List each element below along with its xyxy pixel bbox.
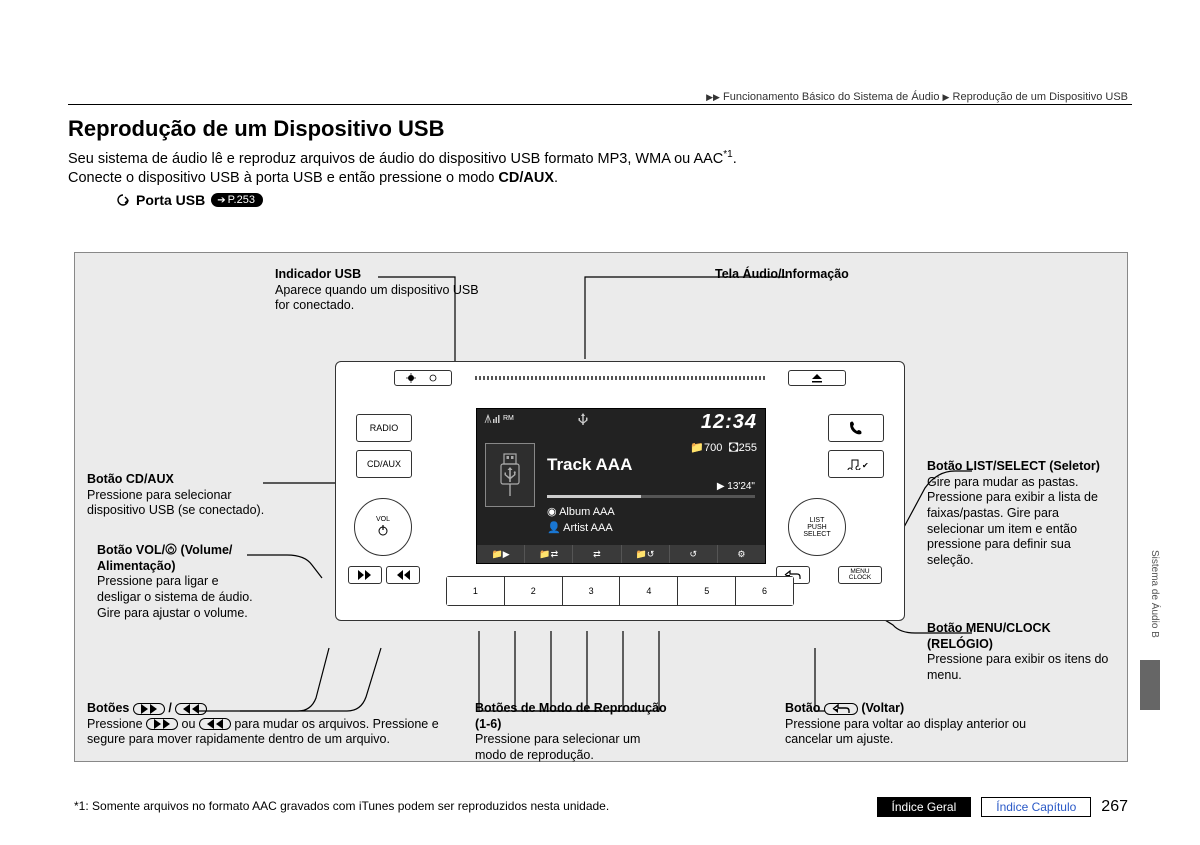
eject-icon — [811, 373, 823, 383]
porta-usb-ref: Porta USB P.253 — [116, 192, 263, 208]
signal-indicator: RM — [483, 413, 514, 423]
callout-skip: Botões / Pressione ou para mudar os arqu… — [87, 701, 447, 748]
track-title: Track AAA — [547, 455, 757, 475]
note-icon: ✔ — [844, 458, 868, 470]
indice-capitulo-link[interactable]: Índice Capítulo — [981, 797, 1091, 817]
brightness-icon — [403, 373, 443, 383]
footnote: *1: Somente arquivos no formato AAC grav… — [74, 799, 609, 813]
prev-button[interactable] — [348, 566, 382, 584]
radio-unit: RADIO CD/AUX ✔ VOL LISTPUSHSELECT MENUCL… — [335, 361, 905, 621]
preset-6[interactable]: 6 — [736, 577, 793, 605]
link-arrow-icon — [116, 193, 130, 207]
power-icon — [165, 543, 177, 555]
power-icon — [376, 523, 390, 537]
usb-icon — [577, 412, 589, 426]
phone-button[interactable] — [828, 414, 884, 442]
intro-text: Seu sistema de áudio lê e reproduz arqui… — [68, 148, 1128, 189]
prev-track-icon — [138, 704, 160, 714]
tune-button[interactable]: ✔ — [828, 450, 884, 478]
list-select-knob[interactable]: LISTPUSHSELECT — [788, 498, 846, 556]
callout-mode: Botões de Modo de Reprodução (1-6) Press… — [475, 701, 675, 764]
usb-plug-icon — [495, 452, 525, 498]
callout-back: Botão (Voltar) Pressione para voltar ao … — [785, 701, 1045, 748]
eject-button[interactable] — [788, 370, 846, 386]
callout-menu: Botão MENU/CLOCK (RELÓGIO) Pressione par… — [927, 621, 1117, 684]
disc-icon: 🖸 — [728, 442, 738, 454]
breadcrumb-b: Reprodução de um Dispositivo USB — [953, 91, 1128, 103]
artist-icon: 👤 — [547, 522, 561, 534]
callout-vol: Botão VOL/ (Volume/ Alimentação) Pressio… — [97, 543, 262, 621]
thumb-tab — [1140, 660, 1160, 710]
svg-text:✔: ✔ — [862, 461, 868, 470]
preset-4[interactable]: 4 — [620, 577, 678, 605]
radio-diagram: Indicador USB Aparece quando um disposit… — [74, 252, 1128, 762]
preset-row: 1 2 3 4 5 6 — [446, 576, 794, 606]
progress-bar — [547, 495, 755, 498]
callout-tela: Tela Áudio/Informação — [715, 267, 849, 283]
phone-icon — [848, 420, 864, 436]
vol-knob[interactable]: VOL — [354, 498, 412, 556]
mode-icons: 📁▶ 📁⇄ ⇄ 📁↺ ↺ ⚙ — [477, 545, 765, 563]
indice-geral-link[interactable]: Índice Geral — [877, 797, 972, 817]
antenna-icon — [483, 413, 501, 423]
top-rule — [68, 104, 1132, 105]
preset-1[interactable]: 1 — [447, 577, 505, 605]
breadcrumb-a: Funcionamento Básico do Sistema de Áudio — [723, 91, 939, 103]
next-button[interactable] — [386, 566, 420, 584]
preset-2[interactable]: 2 — [505, 577, 563, 605]
callout-usb-indicator: Indicador USB Aparece quando um disposit… — [275, 267, 495, 314]
page-title: Reprodução de um Dispositivo USB — [68, 116, 445, 142]
callout-list: Botão LIST/SELECT (Seletor) Gire para mu… — [927, 459, 1117, 568]
prev-icon — [356, 570, 374, 580]
page-ref-pill: P.253 — [211, 193, 263, 207]
back-icon — [831, 704, 851, 714]
menu-clock-button[interactable]: MENUCLOCK — [838, 566, 882, 584]
footer: Índice Geral Índice Capítulo 267 — [877, 797, 1128, 817]
preset-5[interactable]: 5 — [678, 577, 736, 605]
album-icon: ◉ — [547, 506, 557, 518]
usb-indicator — [577, 412, 589, 429]
brightness-button[interactable] — [394, 370, 452, 386]
next-track-icon — [180, 704, 202, 714]
display-screen: RM 12:34 📁700 🖸255 Track AAA — [476, 408, 766, 564]
cd-slot — [475, 376, 765, 380]
callout-cdaux: Botão CD/AUX Pressione para selecionar d… — [87, 472, 277, 519]
breadcrumb: ▶▶ Funcionamento Básico do Sistema de Áu… — [706, 91, 1128, 103]
next-icon — [394, 570, 412, 580]
radio-button[interactable]: RADIO — [356, 414, 412, 442]
page-number: 267 — [1101, 798, 1128, 816]
side-tab-label: Sistema de Áudio B — [1142, 550, 1160, 638]
cdaux-button[interactable]: CD/AUX — [356, 450, 412, 478]
folder-icon: 📁 — [690, 442, 704, 454]
clock: 12:34 — [701, 411, 757, 434]
preset-3[interactable]: 3 — [563, 577, 621, 605]
usb-graphic — [485, 443, 535, 507]
